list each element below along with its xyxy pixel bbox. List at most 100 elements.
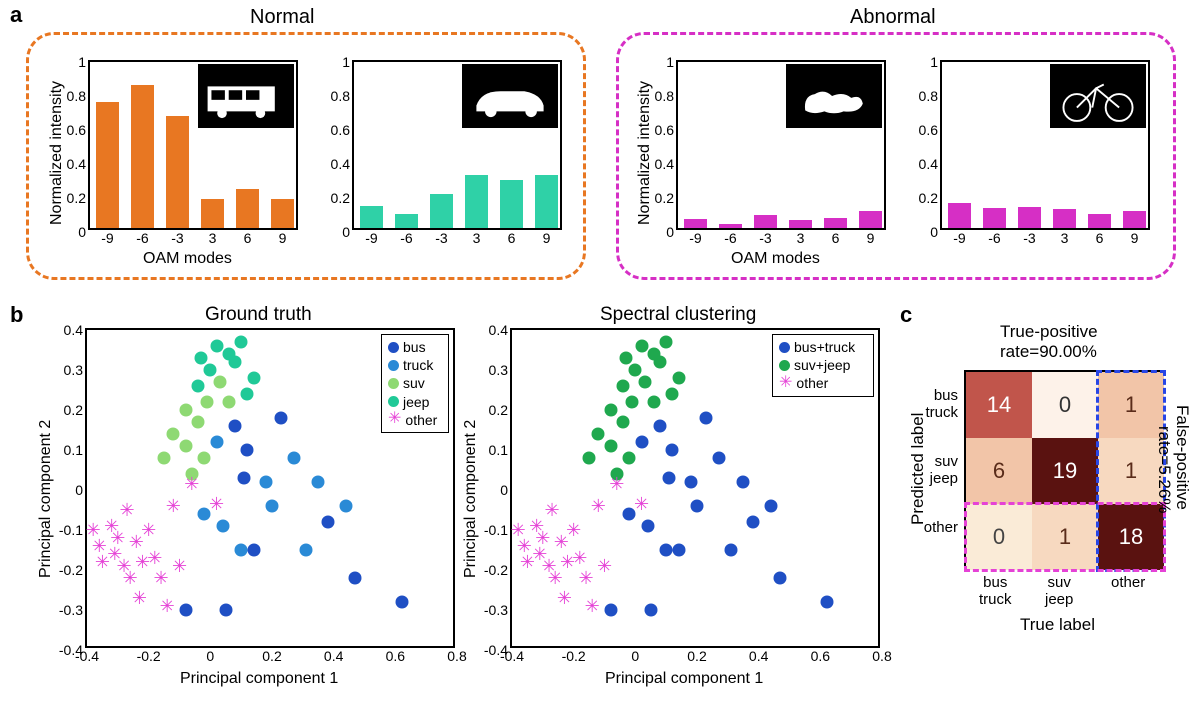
scatter-dot — [204, 364, 217, 377]
legend-row: jeep — [388, 393, 442, 411]
bar — [201, 199, 224, 228]
ytick: 0.6 — [655, 122, 678, 138]
xtick: 3 — [1061, 228, 1069, 246]
legend-swatch — [388, 396, 399, 407]
legend-swatch — [779, 342, 790, 353]
scatter-dot — [321, 516, 334, 529]
xtick: 9 — [543, 228, 551, 246]
scatter-dot — [312, 476, 325, 489]
scatter-dot — [219, 604, 232, 617]
scatter-dot — [641, 520, 654, 533]
bar-chart-1: 00.20.40.60.81-9-6-3369 — [352, 60, 562, 230]
ytick: 0.1 — [64, 442, 87, 458]
scatter-dot — [167, 428, 180, 441]
bar — [535, 175, 558, 228]
bar — [465, 175, 488, 228]
xtick: 6 — [244, 228, 252, 246]
scatter-dot — [774, 572, 787, 585]
ytick: 0.4 — [331, 156, 354, 172]
y-axis-label: Principal component 2 — [37, 420, 55, 578]
scatter-dot — [700, 412, 713, 425]
scatter-dot — [192, 380, 205, 393]
xtick: -6 — [988, 228, 1000, 246]
xtick: -0.2 — [562, 646, 586, 664]
bar — [395, 214, 418, 228]
ytick: 0 — [75, 482, 87, 498]
xtick: 0.2 — [262, 646, 281, 664]
scatter-star: ✳ — [557, 589, 572, 607]
bar — [131, 85, 154, 228]
xtick: 9 — [1131, 228, 1139, 246]
scatter-ground-truth: -0.4-0.200.20.40.60.8-0.4-0.3-0.2-0.100.… — [85, 328, 455, 648]
legend-label: bus — [403, 338, 426, 356]
scatter-star: ✳ — [591, 497, 606, 515]
scatter-dot — [213, 376, 226, 389]
true-label-axis: True label — [1020, 615, 1095, 635]
scatter-dot — [287, 452, 300, 465]
bar — [684, 219, 707, 228]
scatter-dot — [395, 596, 408, 609]
inset-car — [462, 64, 558, 128]
xtick: 0.6 — [811, 646, 830, 664]
scatter-dot — [266, 500, 279, 513]
ytick: 0.2 — [919, 190, 942, 206]
ytick: 0.4 — [919, 156, 942, 172]
scatter-dot — [241, 388, 254, 401]
tpr-label: True-positive — [1000, 322, 1098, 342]
legend: bustrucksuvjeep✳other — [381, 334, 449, 433]
scatter-dot — [724, 544, 737, 557]
legend-swatch — [388, 342, 399, 353]
scatter-dot — [635, 436, 648, 449]
scatter-star: ✳ — [609, 475, 624, 493]
conf-cell: 0 — [1032, 372, 1098, 438]
conf-col-label: bus truck — [979, 574, 1012, 608]
xtick: -6 — [400, 228, 412, 246]
scatter-dot — [235, 544, 248, 557]
scatter-dot — [666, 388, 679, 401]
conf-cell: 19 — [1032, 438, 1098, 504]
scatter-dot — [647, 396, 660, 409]
scatter-spectral-cluster: -0.4-0.200.20.40.60.8-0.4-0.3-0.2-0.100.… — [510, 328, 880, 648]
scatter-dot — [684, 476, 697, 489]
scatter-star: ✳ — [585, 597, 600, 615]
fpr-rate: rate=5.26% — [1154, 426, 1174, 513]
inset-bike — [1050, 64, 1146, 128]
bar — [983, 208, 1006, 228]
ytick: 0.8 — [919, 88, 942, 104]
ytick: 0 — [666, 224, 678, 240]
xtick: 6 — [1096, 228, 1104, 246]
xtick: -9 — [101, 228, 113, 246]
bar — [236, 189, 259, 228]
xtick: 0.2 — [687, 646, 706, 664]
xtick: 6 — [832, 228, 840, 246]
ytick: 0.3 — [64, 362, 87, 378]
legend-label: suv+jeep — [794, 356, 850, 374]
bar — [430, 194, 453, 228]
scatter-dot — [617, 380, 630, 393]
xtick: -9 — [953, 228, 965, 246]
scatter-dot — [666, 444, 679, 457]
scatter-dot — [604, 440, 617, 453]
xtick: 0.6 — [386, 646, 405, 664]
xtick: 6 — [508, 228, 516, 246]
normal-title: Normal — [250, 6, 314, 29]
scatter-dot — [198, 452, 211, 465]
scatter-star: ✳ — [153, 569, 168, 587]
scatter-dot — [820, 596, 833, 609]
ytick: 0.8 — [331, 88, 354, 104]
bar — [96, 102, 119, 228]
legend-star-icon: ✳ — [779, 377, 792, 390]
sc-title: Spectral clustering — [600, 304, 756, 326]
scatter-dot — [746, 516, 759, 529]
scatter-dot — [201, 396, 214, 409]
ytick: -0.3 — [59, 602, 87, 618]
scatter-star: ✳ — [545, 501, 560, 519]
scatter-dot — [349, 572, 362, 585]
xtick: 9 — [867, 228, 875, 246]
scatter-star: ✳ — [535, 529, 550, 547]
conf-row-label: other — [924, 519, 958, 536]
bar — [789, 220, 812, 228]
scatter-dot — [635, 340, 648, 353]
scatter-star: ✳ — [566, 521, 581, 539]
scatter-star: ✳ — [572, 549, 587, 567]
